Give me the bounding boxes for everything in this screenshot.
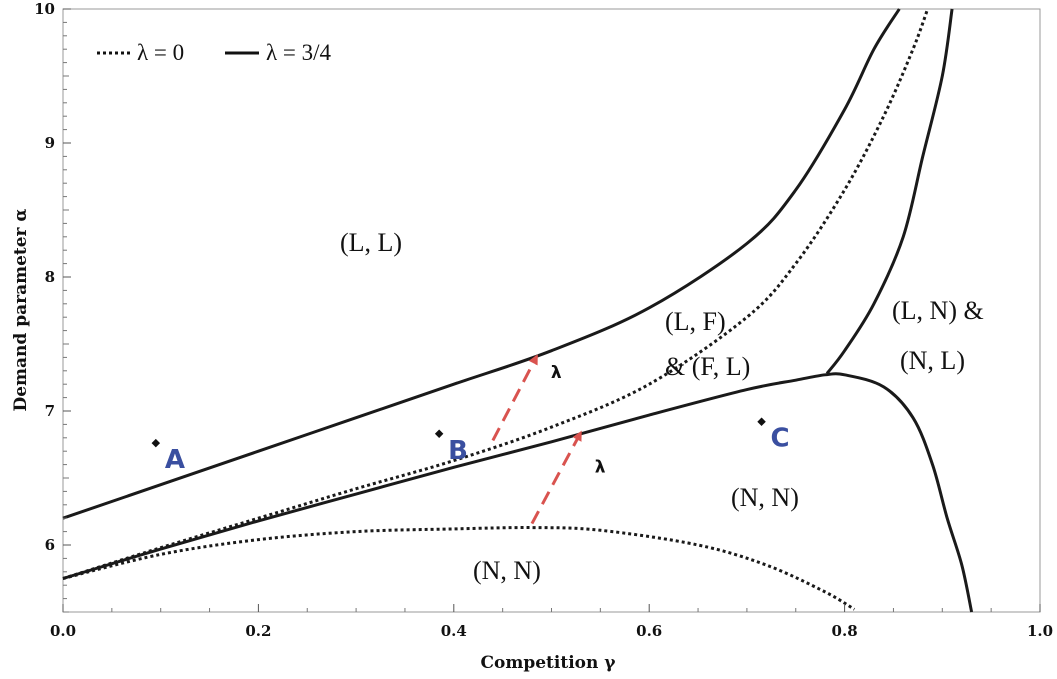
point-C-marker [757, 417, 766, 426]
lambda-arrow [530, 430, 583, 525]
lambda-arrow-label: λ [595, 457, 606, 477]
legend-lambda34-label: λ = 3/4 [266, 40, 332, 65]
y-tick-label: 6 [45, 536, 55, 554]
region-label: (N, N) [731, 483, 799, 512]
curve-lambda34-2 [825, 8, 954, 375]
curve-lambda0-4 [62, 526, 856, 611]
point-A-label: A [165, 445, 185, 475]
point-C-label: C [771, 424, 790, 454]
point-B-label: B [448, 436, 468, 466]
region-label: (N, N) [473, 556, 541, 585]
y-axis-label: Demand parameter α [11, 208, 31, 411]
lambda-arrow [491, 354, 539, 442]
curve-lambda0-3 [62, 8, 930, 580]
region-label: & (F, L) [665, 352, 750, 381]
curve-lambda34-0 [62, 8, 901, 520]
region-label: (L, L) [340, 228, 402, 257]
region-label: (N, L) [900, 346, 965, 375]
y-tick-label: 10 [34, 0, 55, 18]
y-tick-label: 8 [45, 268, 55, 286]
region-label: (L, N) & [892, 296, 984, 325]
x-tick-label: 0.4 [441, 622, 467, 640]
x-tick-label: 1.0 [1027, 622, 1053, 640]
x-tick-label: 0.6 [636, 622, 662, 640]
x-tick-label: 0.0 [50, 622, 76, 640]
y-tick-label: 7 [45, 402, 55, 420]
point-A-marker [151, 438, 161, 448]
x-tick-label: 0.8 [832, 622, 858, 640]
y-tick-label: 9 [45, 134, 55, 152]
region-label: (L, F) [665, 307, 726, 336]
x-tick-label: 0.2 [245, 622, 271, 640]
x-axis-label: Competition γ [480, 653, 616, 673]
legend-lambda0-label: λ = 0 [137, 40, 184, 65]
point-B-marker [434, 429, 444, 439]
curve-lambda34-1 [62, 372, 974, 613]
lambda-arrow-label: λ [551, 363, 562, 383]
